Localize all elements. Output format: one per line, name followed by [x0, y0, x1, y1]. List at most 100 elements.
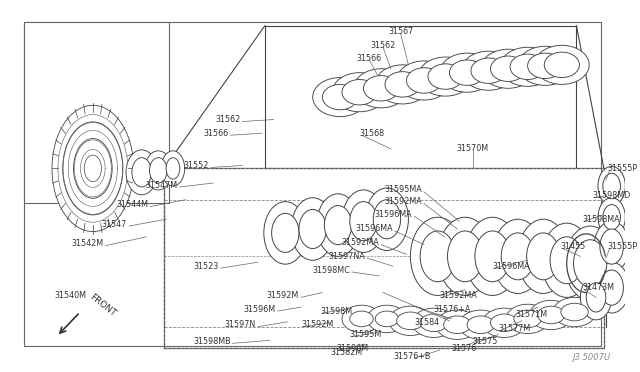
Text: 31555P: 31555P — [608, 164, 638, 173]
Ellipse shape — [420, 314, 447, 331]
Ellipse shape — [514, 310, 541, 328]
Text: FRONT: FRONT — [88, 292, 118, 318]
Text: 31597N: 31597N — [225, 320, 256, 329]
Ellipse shape — [367, 305, 406, 333]
Text: 31566: 31566 — [204, 129, 228, 138]
Ellipse shape — [375, 311, 399, 327]
Ellipse shape — [490, 56, 525, 81]
Ellipse shape — [440, 53, 495, 92]
Text: 31455: 31455 — [561, 242, 586, 251]
Ellipse shape — [271, 214, 299, 253]
Ellipse shape — [365, 188, 408, 250]
Ellipse shape — [313, 77, 367, 117]
Text: 31592MA: 31592MA — [385, 197, 422, 206]
Ellipse shape — [553, 297, 596, 327]
Text: 31540M: 31540M — [54, 291, 86, 300]
Ellipse shape — [490, 314, 518, 331]
Ellipse shape — [74, 138, 112, 198]
Ellipse shape — [598, 198, 625, 237]
Ellipse shape — [406, 68, 442, 93]
Ellipse shape — [373, 200, 401, 239]
Text: 31596MA: 31596MA — [374, 210, 412, 219]
Text: 31596M: 31596M — [243, 305, 276, 314]
Text: 31577M: 31577M — [499, 324, 531, 333]
Text: 31555P: 31555P — [608, 242, 638, 251]
Ellipse shape — [166, 158, 180, 179]
Text: 31547: 31547 — [102, 219, 127, 229]
Text: 31584: 31584 — [414, 318, 440, 327]
Ellipse shape — [600, 270, 623, 305]
Ellipse shape — [598, 166, 625, 206]
Ellipse shape — [538, 306, 564, 324]
Ellipse shape — [324, 206, 352, 245]
Ellipse shape — [317, 194, 360, 256]
Ellipse shape — [475, 231, 510, 282]
Ellipse shape — [527, 233, 560, 280]
Ellipse shape — [332, 73, 387, 112]
Ellipse shape — [603, 173, 620, 199]
Text: 31596MA: 31596MA — [492, 262, 530, 270]
Bar — [164, 169, 604, 348]
Ellipse shape — [481, 49, 536, 88]
Text: 31523: 31523 — [194, 262, 219, 270]
Text: 31544M: 31544M — [116, 200, 148, 209]
Ellipse shape — [412, 308, 455, 337]
Ellipse shape — [438, 217, 492, 295]
Ellipse shape — [544, 52, 579, 77]
Text: 31568: 31568 — [360, 129, 385, 138]
Ellipse shape — [418, 57, 473, 96]
Ellipse shape — [550, 237, 583, 284]
Text: 31576+B: 31576+B — [394, 352, 431, 360]
Ellipse shape — [145, 151, 172, 190]
Text: J3 5007U: J3 5007U — [573, 353, 611, 362]
Ellipse shape — [506, 304, 549, 334]
Text: 31552: 31552 — [184, 161, 209, 170]
Ellipse shape — [500, 47, 555, 86]
Text: 31592MA: 31592MA — [341, 238, 379, 247]
Text: 31582M: 31582M — [330, 347, 362, 357]
Ellipse shape — [161, 151, 185, 186]
Ellipse shape — [397, 312, 424, 330]
Ellipse shape — [527, 53, 563, 78]
Text: 31542M: 31542M — [72, 239, 104, 248]
Ellipse shape — [594, 221, 629, 272]
Text: 31598MC: 31598MC — [312, 266, 350, 275]
Ellipse shape — [420, 231, 455, 282]
Text: 31598MA: 31598MA — [582, 215, 620, 224]
Ellipse shape — [541, 223, 592, 297]
Ellipse shape — [385, 72, 420, 97]
Ellipse shape — [447, 231, 483, 282]
Ellipse shape — [126, 150, 157, 195]
Ellipse shape — [436, 310, 479, 339]
Ellipse shape — [449, 60, 484, 85]
Ellipse shape — [299, 209, 326, 248]
Ellipse shape — [354, 69, 408, 108]
Text: 31597NA: 31597NA — [329, 252, 365, 261]
Ellipse shape — [573, 240, 607, 287]
Text: 31592M: 31592M — [301, 320, 333, 329]
Ellipse shape — [492, 219, 543, 294]
Ellipse shape — [561, 303, 588, 321]
Bar — [24, 22, 169, 203]
Ellipse shape — [84, 155, 101, 182]
Ellipse shape — [465, 217, 520, 295]
Ellipse shape — [350, 311, 373, 327]
Text: 31566: 31566 — [356, 54, 382, 62]
Ellipse shape — [501, 233, 534, 280]
Text: 31547M: 31547M — [146, 180, 178, 189]
Ellipse shape — [461, 51, 516, 90]
Text: 31598MB: 31598MB — [193, 337, 230, 346]
Ellipse shape — [594, 262, 629, 313]
Ellipse shape — [342, 190, 385, 253]
Text: 31575: 31575 — [473, 337, 499, 346]
Ellipse shape — [564, 226, 616, 300]
Ellipse shape — [510, 54, 545, 80]
Text: 31473M: 31473M — [582, 283, 614, 292]
Ellipse shape — [410, 217, 465, 295]
Ellipse shape — [52, 105, 134, 231]
Text: 31592MA: 31592MA — [440, 291, 477, 300]
Ellipse shape — [518, 219, 569, 294]
Text: 31592M: 31592M — [267, 291, 299, 300]
Ellipse shape — [375, 65, 430, 104]
Text: 31596MA: 31596MA — [355, 224, 393, 234]
